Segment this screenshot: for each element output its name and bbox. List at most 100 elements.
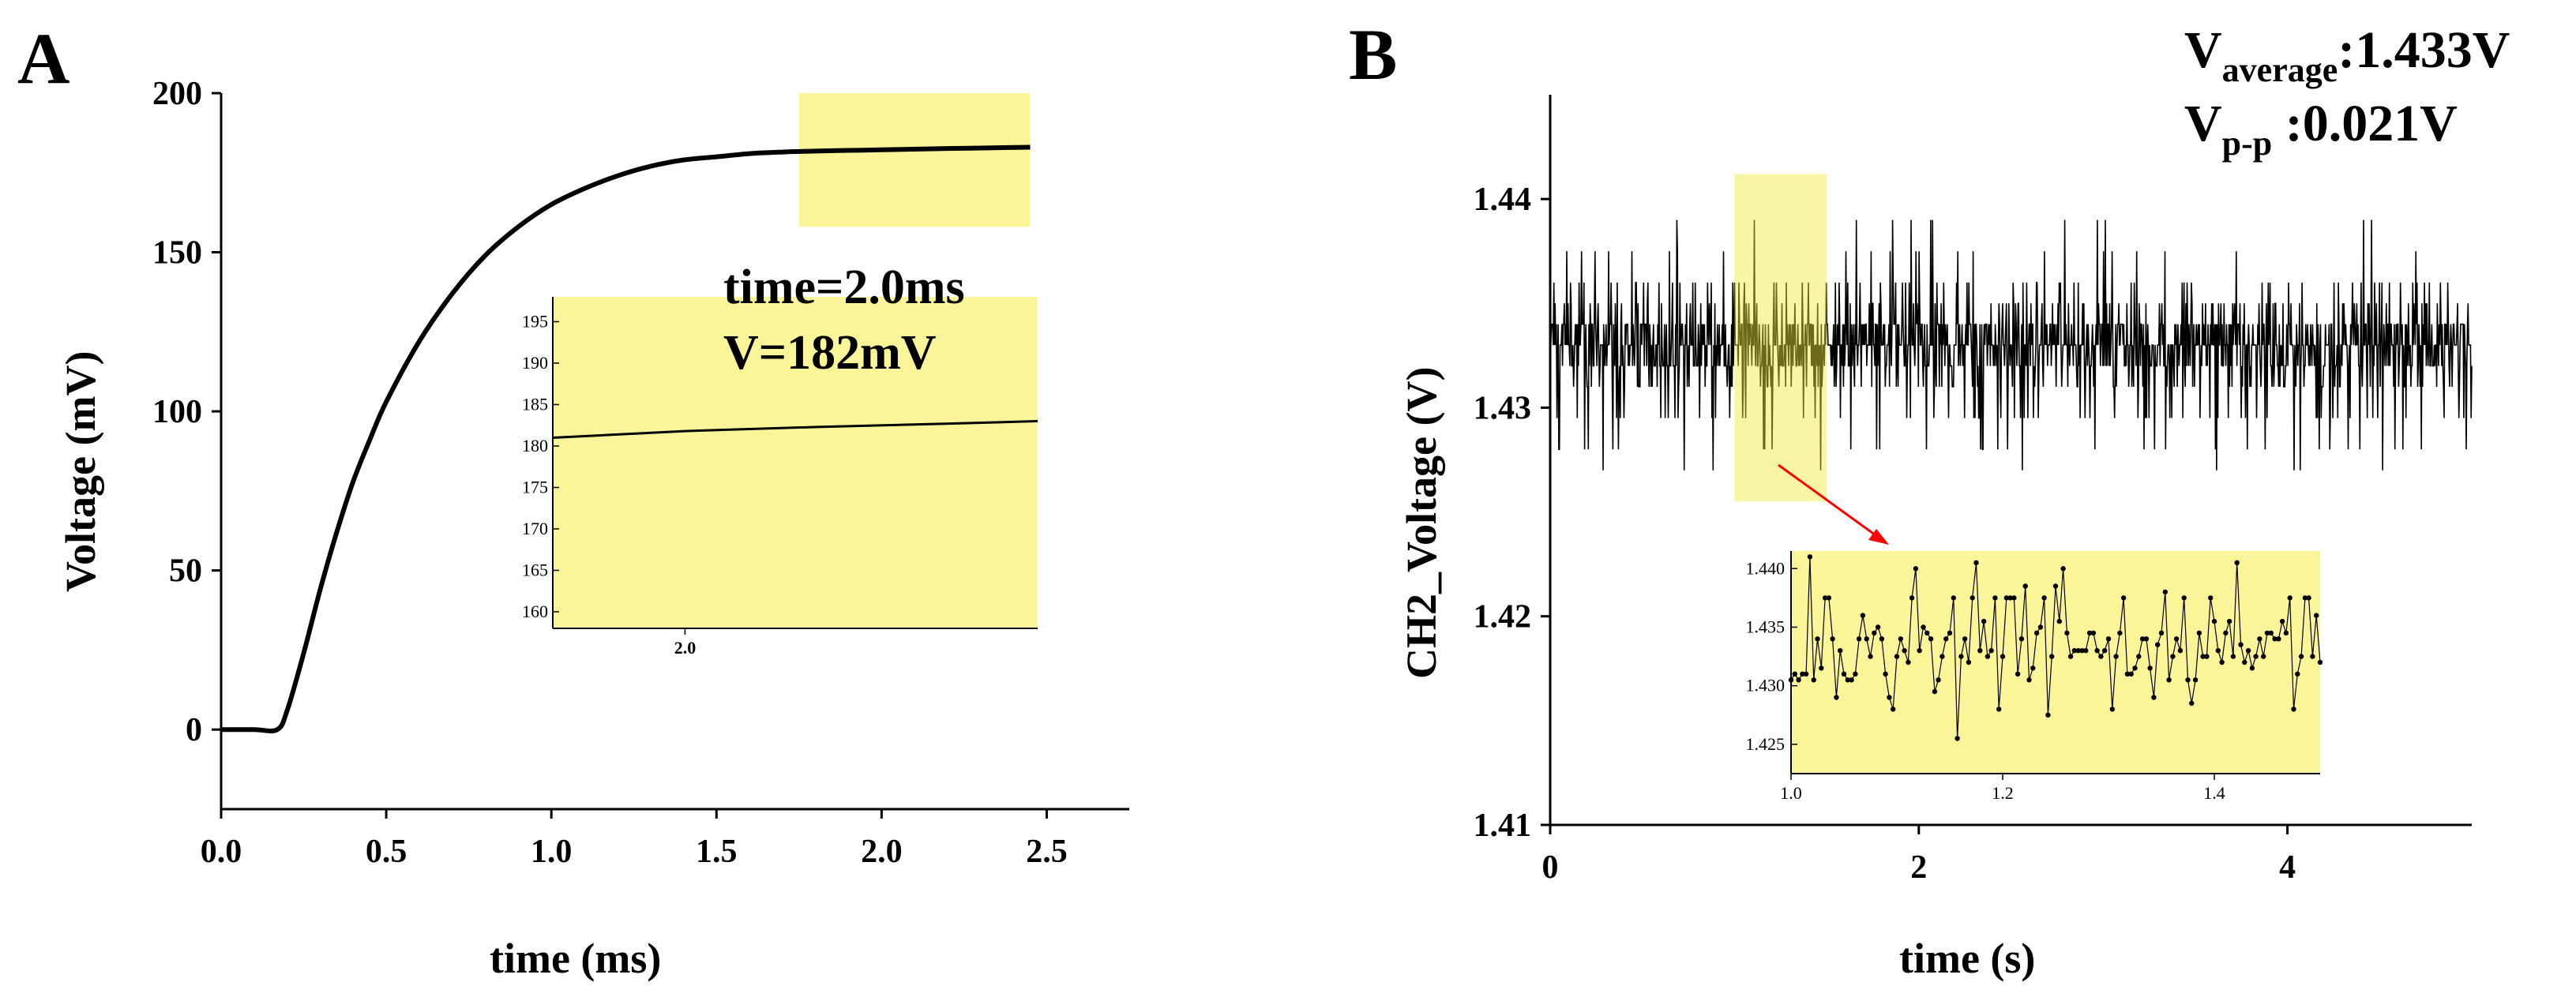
panel-b-inset-point bbox=[2181, 595, 2187, 601]
panel-b-inset-point bbox=[1811, 677, 1816, 683]
panel-b-inset-x-tick-label: 1.2 bbox=[1992, 783, 2014, 803]
panel-a: A 160 165 170 175 180 185 190 195 2.0 0.0 0.5 1.0 1… bbox=[17, 18, 1129, 982]
panel-b-inset-point bbox=[2086, 630, 2093, 636]
panel-b-inset-point bbox=[2245, 648, 2251, 654]
panel-b-inset-point bbox=[1902, 648, 1907, 654]
panel-b-inset-point bbox=[2306, 595, 2311, 601]
panel-a-y-tick-label: 0 bbox=[186, 712, 202, 748]
panel-a-x-tick-label: 2.0 bbox=[861, 834, 903, 870]
panel-b-inset-point bbox=[1796, 677, 1801, 683]
panel-b-inset-point bbox=[2037, 624, 2044, 630]
panel-b-inset-point bbox=[2170, 654, 2176, 659]
panel-b-inset-point bbox=[2128, 671, 2134, 677]
panel-b-inset-point bbox=[1958, 654, 1964, 659]
panel-b-x-axis-title: time (s) bbox=[1899, 935, 2035, 982]
panel-b-inset-point bbox=[1853, 671, 1858, 677]
panel-b-inset-point bbox=[2276, 636, 2281, 642]
panel-a-ticks: 0.0 0.5 1.0 1.5 2.0 2.5 0 50 100 150 200 bbox=[152, 76, 1068, 870]
panel-b-inset-point bbox=[2314, 613, 2319, 618]
panel-b-inset-point bbox=[2083, 648, 2089, 654]
panel-b-inset-point bbox=[2264, 630, 2270, 636]
panel-b-inset-point bbox=[1947, 630, 1953, 636]
panel-b-inset-point bbox=[2261, 654, 2266, 659]
panel-b-inset-point bbox=[2022, 583, 2028, 589]
panel-b-inset-point bbox=[2003, 595, 2009, 601]
panel-b-inset-point bbox=[1875, 624, 1881, 630]
panel-b-inset-point bbox=[1966, 659, 1972, 665]
panel-b-inset-point bbox=[1879, 636, 1885, 642]
panel-b-inset-point bbox=[2018, 636, 2025, 642]
panel-b-inset-y-tick-label: 1.435 bbox=[1746, 617, 1786, 636]
panel-b-inset-point bbox=[1921, 624, 1926, 630]
panel-a-annotation-voltage: V=182mV bbox=[723, 326, 937, 380]
panel-b-inset-point bbox=[1913, 566, 1919, 572]
panel-b-inset-point bbox=[1830, 636, 1835, 642]
panel-b-inset-point bbox=[1856, 636, 1862, 642]
panel-b-inset-point bbox=[2204, 654, 2210, 659]
panel-a-inset: 160 165 170 175 180 185 190 195 2.0 bbox=[522, 297, 1038, 658]
panel-b-inset-y-tick-label: 1.430 bbox=[1746, 676, 1786, 695]
panel-b-ticks: 0 2 4 1.41 1.42 1.43 1.44 bbox=[1474, 182, 2296, 886]
panel-a-highlight-region bbox=[798, 93, 1031, 227]
panel-b-inset-point bbox=[1841, 671, 1847, 677]
panel-b-inset-point bbox=[2219, 659, 2225, 665]
panel-b-inset-point bbox=[1936, 677, 1941, 683]
panel-a-inset-axes: 160 165 170 175 180 185 190 195 2.0 bbox=[522, 297, 1038, 658]
panel-b-inset-point bbox=[2075, 648, 2081, 654]
panel-b-inset-point bbox=[2064, 630, 2070, 636]
panel-b-inset-point bbox=[2268, 630, 2274, 636]
panel-b-inset-point bbox=[2000, 654, 2006, 659]
panel-b-inset-point bbox=[2147, 665, 2153, 671]
panel-b-inset-point bbox=[2215, 648, 2221, 654]
panel-a-inset-y-tick-label: 165 bbox=[522, 560, 548, 580]
panel-a-x-tick-label: 1.5 bbox=[696, 834, 738, 870]
panel-b-inset-point bbox=[2117, 630, 2123, 636]
panel-a-annotation-time: time=2.0ms bbox=[723, 260, 965, 314]
panel-b-inset-point bbox=[2132, 665, 2138, 671]
panel-b-inset-point bbox=[1822, 595, 1828, 601]
panel-b-inset-point bbox=[1815, 636, 1820, 642]
panel-b-inset-point bbox=[1826, 595, 1832, 601]
panel-b-inset-point bbox=[2030, 665, 2036, 671]
panel-b-inset-point bbox=[2253, 654, 2259, 659]
panel-b-inset-point bbox=[2045, 712, 2051, 718]
panel-b-inset-point bbox=[2033, 630, 2040, 636]
panel-a-inset-y-tick-label: 160 bbox=[522, 602, 548, 621]
panel-a-x-tick-label: 0.0 bbox=[201, 834, 242, 870]
panel-b-inset-point bbox=[2238, 642, 2244, 647]
panel-b-inset-point bbox=[1917, 648, 1922, 654]
panel-b-inset-point bbox=[1992, 595, 1998, 601]
panel-b-inset-point bbox=[2291, 707, 2296, 712]
panel-b-inset-point bbox=[2011, 595, 2017, 601]
panel-b-inset-point bbox=[2060, 566, 2066, 572]
panel-b-inset-point bbox=[2026, 677, 2032, 683]
panel-b-inset-point bbox=[2200, 654, 2206, 659]
panel-b-inset-point bbox=[2279, 618, 2285, 624]
panel-b-inset-point bbox=[2139, 636, 2146, 642]
panel-b-inset-point bbox=[2211, 618, 2217, 624]
panel-b-inset-point bbox=[1868, 654, 1873, 659]
panel-b-inset-point bbox=[2041, 595, 2047, 601]
panel-b-inset-point bbox=[2287, 595, 2292, 601]
panel-a-inset-y-tick-label: 180 bbox=[522, 436, 548, 455]
panel-b-inset-point bbox=[1864, 636, 1869, 642]
panel-b-inset-point bbox=[2007, 595, 2013, 601]
panel-b-x-tick-label: 4 bbox=[2279, 849, 2296, 886]
panel-a-x-tick-label: 0.5 bbox=[366, 834, 407, 870]
panel-b-inset-point bbox=[2113, 654, 2119, 659]
panel-b-inset-point bbox=[1800, 671, 1805, 677]
panel-b-inset-point bbox=[1819, 665, 1824, 671]
panel-b-inset-point bbox=[1906, 659, 1911, 665]
panel-b-inset-point bbox=[1924, 630, 1930, 636]
panel-b-inset-point bbox=[2166, 677, 2172, 683]
panel-b-inset-point bbox=[2226, 618, 2232, 624]
panel-b-inset-point bbox=[2067, 654, 2074, 659]
panel-a-y-tick-label: 100 bbox=[152, 394, 202, 430]
panel-b-inset-point bbox=[2257, 636, 2262, 642]
panel-b-inset-y-tick-label: 1.440 bbox=[1746, 558, 1786, 578]
panel-b-y-tick-label: 1.42 bbox=[1474, 599, 1532, 635]
panel-b-inset-point bbox=[1970, 595, 1975, 601]
panel-a-inset-background bbox=[553, 297, 1038, 628]
panel-b-inset-point bbox=[2230, 654, 2236, 659]
